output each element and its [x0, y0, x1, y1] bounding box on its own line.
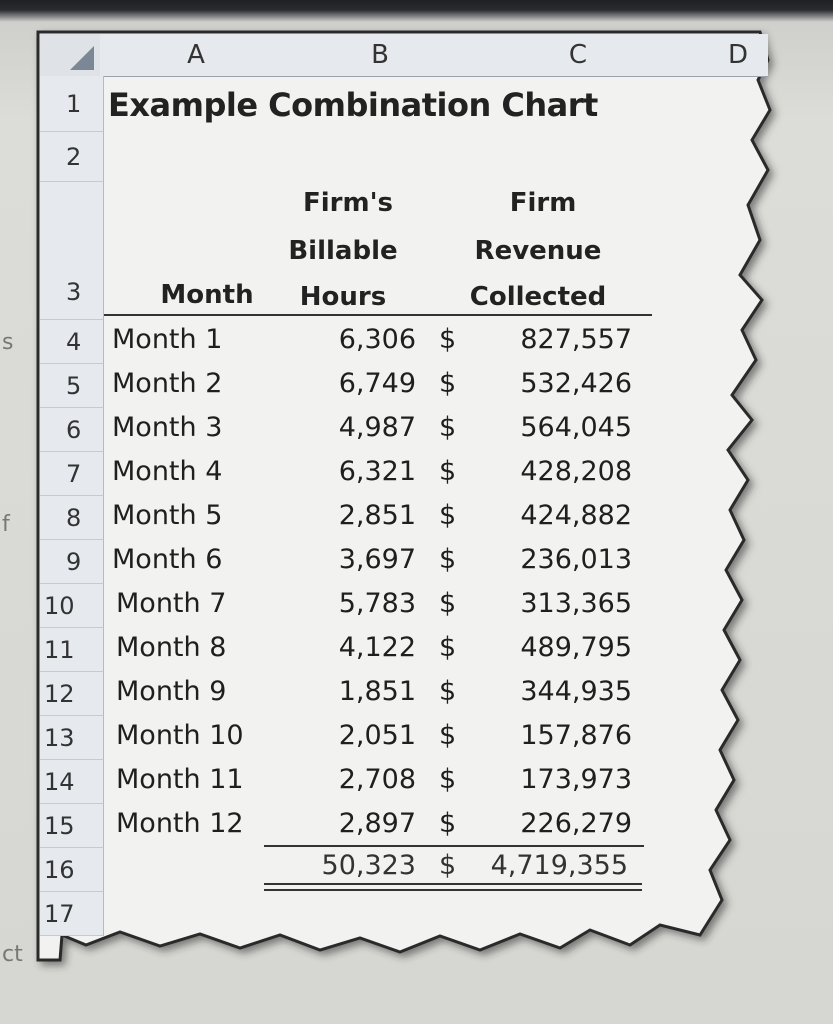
hours-cell[interactable]: 4,122 [338, 632, 416, 663]
revenue-cell[interactable]: 532,426 [520, 368, 632, 399]
hours-cell[interactable]: 5,783 [338, 588, 416, 619]
revenue-header-line2[interactable]: Revenue [474, 236, 602, 266]
row-header-17[interactable]: 17 [40, 892, 104, 936]
row-header-4[interactable]: 4 [40, 320, 104, 364]
row-header-13[interactable]: 13 [40, 716, 104, 760]
dollar-sign: $ [439, 500, 457, 531]
total-top-border [264, 845, 644, 847]
month-cell[interactable]: Month 2 [112, 368, 223, 399]
revenue-cell[interactable]: 236,013 [520, 544, 632, 575]
revenue-header-line1[interactable]: Firm [509, 188, 577, 218]
total-dollar-sign: $ [439, 850, 457, 881]
revenue-cell[interactable]: 313,365 [520, 588, 632, 619]
month-cell[interactable]: Month 12 [116, 808, 244, 839]
revenue-header-line3[interactable]: Collected [469, 282, 607, 312]
hours-cell[interactable]: 2,051 [338, 720, 416, 751]
month-cell[interactable]: Month 10 [116, 720, 244, 751]
revenue-cell[interactable]: 827,557 [520, 324, 632, 355]
row-header-16[interactable]: 16 [40, 848, 104, 892]
hours-cell[interactable]: 6,749 [338, 368, 416, 399]
hours-cell[interactable]: 3,697 [338, 544, 416, 575]
select-all-triangle-icon [70, 46, 94, 70]
revenue-cell[interactable]: 424,882 [520, 500, 632, 531]
row-header-7[interactable]: 7 [40, 452, 104, 496]
row-header-8[interactable]: 8 [40, 496, 104, 540]
hours-header-line1[interactable]: Firm's [302, 188, 394, 218]
row-header-2[interactable]: 2 [40, 132, 104, 182]
hours-cell[interactable]: 2,851 [338, 500, 416, 531]
month-header[interactable]: Month [160, 280, 254, 310]
month-cell[interactable]: Month 8 [116, 632, 227, 663]
month-cell[interactable]: Month 1 [112, 324, 223, 355]
hours-cell[interactable]: 2,708 [338, 764, 416, 795]
total-hours-cell[interactable]: 50,323 [321, 850, 416, 881]
dollar-sign: $ [439, 632, 457, 663]
column-header-b[interactable]: B [292, 34, 469, 77]
row-header-10[interactable]: 10 [40, 584, 104, 628]
month-cell[interactable]: Month 4 [112, 456, 223, 487]
revenue-cell[interactable]: 489,795 [520, 632, 632, 663]
dollar-sign: $ [439, 764, 457, 795]
month-cell[interactable]: Month 5 [112, 500, 223, 531]
revenue-cell[interactable]: 157,876 [520, 720, 632, 751]
column-header-c[interactable]: C [468, 34, 689, 77]
background-text-fragment: ct [2, 942, 23, 967]
hours-cell[interactable]: 6,306 [338, 324, 416, 355]
dollar-sign: $ [439, 412, 457, 443]
row-header-3[interactable]: 3 [40, 182, 104, 320]
total-revenue-cell[interactable]: 4,719,355 [490, 850, 628, 881]
hours-header-line2[interactable]: Billable [288, 236, 398, 266]
revenue-cell[interactable]: 173,973 [520, 764, 632, 795]
dollar-sign: $ [439, 544, 457, 575]
select-all-corner[interactable] [40, 34, 101, 77]
row-header-1[interactable]: 1 [40, 76, 104, 132]
dollar-sign: $ [439, 456, 457, 487]
row-header-9[interactable]: 9 [40, 540, 104, 584]
revenue-cell[interactable]: 564,045 [520, 412, 632, 443]
dollar-sign: $ [439, 808, 457, 839]
column-header-a[interactable]: A [100, 34, 293, 77]
dollar-sign: $ [439, 676, 457, 707]
row-header-5[interactable]: 5 [40, 364, 104, 408]
column-header-d[interactable]: D [688, 34, 768, 77]
background-text-fragment: f [2, 512, 10, 537]
row-header-15[interactable]: 15 [40, 804, 104, 848]
row-header-11[interactable]: 11 [40, 628, 104, 672]
hours-cell[interactable]: 6,321 [338, 456, 416, 487]
spreadsheet: A B C D 1 2 3 4 5 6 7 8 9 10 11 12 13 14… [38, 32, 768, 962]
month-cell[interactable]: Month 9 [116, 676, 227, 707]
month-cell[interactable]: Month 11 [116, 764, 244, 795]
background-text-fragment: s [2, 330, 14, 355]
row-header-12[interactable]: 12 [40, 672, 104, 716]
header-bottom-border [104, 314, 652, 316]
row-header-14[interactable]: 14 [40, 760, 104, 804]
total-double-underline [264, 883, 642, 891]
hours-cell[interactable]: 1,851 [338, 676, 416, 707]
month-cell[interactable]: Month 3 [112, 412, 223, 443]
hours-cell[interactable]: 4,987 [338, 412, 416, 443]
revenue-cell[interactable]: 226,279 [520, 808, 632, 839]
dollar-sign: $ [439, 324, 457, 355]
month-cell[interactable]: Month 7 [116, 588, 227, 619]
revenue-cell[interactable]: 344,935 [520, 676, 632, 707]
month-cell[interactable]: Month 6 [112, 544, 223, 575]
sheet-title[interactable]: Example Combination Chart [108, 86, 598, 124]
row-header-6[interactable]: 6 [40, 408, 104, 452]
dollar-sign: $ [439, 368, 457, 399]
revenue-cell[interactable]: 428,208 [520, 456, 632, 487]
hours-cell[interactable]: 2,897 [338, 808, 416, 839]
dollar-sign: $ [439, 588, 457, 619]
dollar-sign: $ [439, 720, 457, 751]
hours-header-line3[interactable]: Hours [299, 282, 387, 312]
